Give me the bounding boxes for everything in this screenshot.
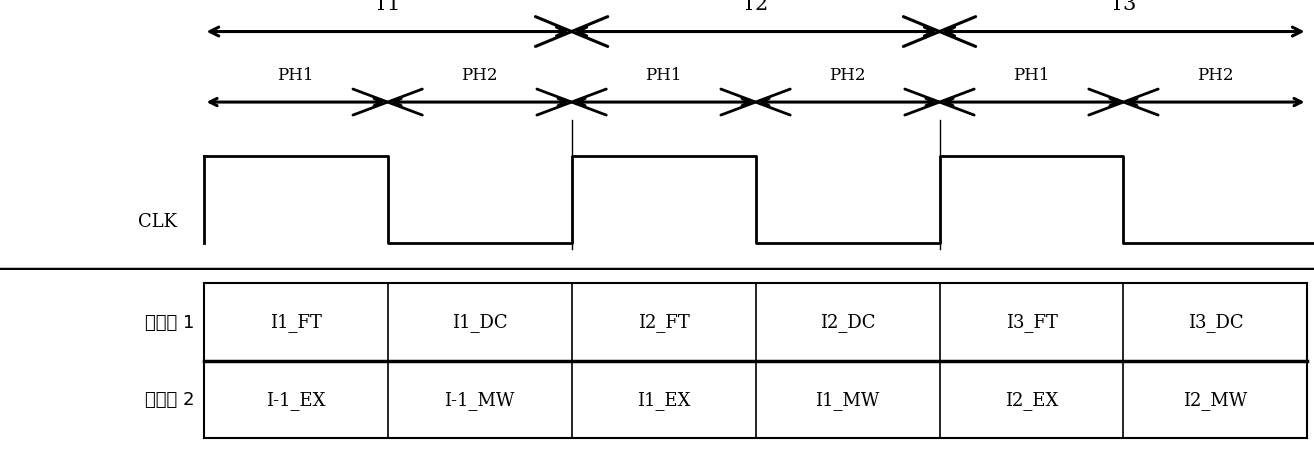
Text: T2: T2	[742, 0, 769, 14]
Text: 流水级 1: 流水级 1	[145, 313, 194, 331]
Text: T3: T3	[1110, 0, 1137, 14]
Text: I-1_MW: I-1_MW	[444, 390, 515, 409]
Text: PH1: PH1	[1013, 67, 1050, 84]
Text: I1_MW: I1_MW	[816, 390, 879, 409]
Text: PH2: PH2	[1197, 67, 1234, 84]
Text: I2_DC: I2_DC	[820, 313, 875, 331]
Text: PH1: PH1	[645, 67, 682, 84]
Text: I2_MW: I2_MW	[1184, 390, 1247, 409]
Text: 流水级 2: 流水级 2	[145, 391, 194, 409]
Text: CLK: CLK	[138, 213, 177, 231]
Text: I1_FT: I1_FT	[269, 313, 322, 331]
Text: I1_DC: I1_DC	[452, 313, 507, 331]
Text: I-1_EX: I-1_EX	[265, 390, 326, 409]
Text: I2_EX: I2_EX	[1005, 390, 1058, 409]
Text: PH2: PH2	[829, 67, 866, 84]
Text: PH2: PH2	[461, 67, 498, 84]
Text: I3_DC: I3_DC	[1188, 313, 1243, 331]
Text: PH1: PH1	[277, 67, 314, 84]
Text: T1: T1	[374, 0, 401, 14]
Text: I2_FT: I2_FT	[637, 313, 690, 331]
Text: I3_FT: I3_FT	[1005, 313, 1058, 331]
Text: I1_EX: I1_EX	[637, 390, 690, 409]
